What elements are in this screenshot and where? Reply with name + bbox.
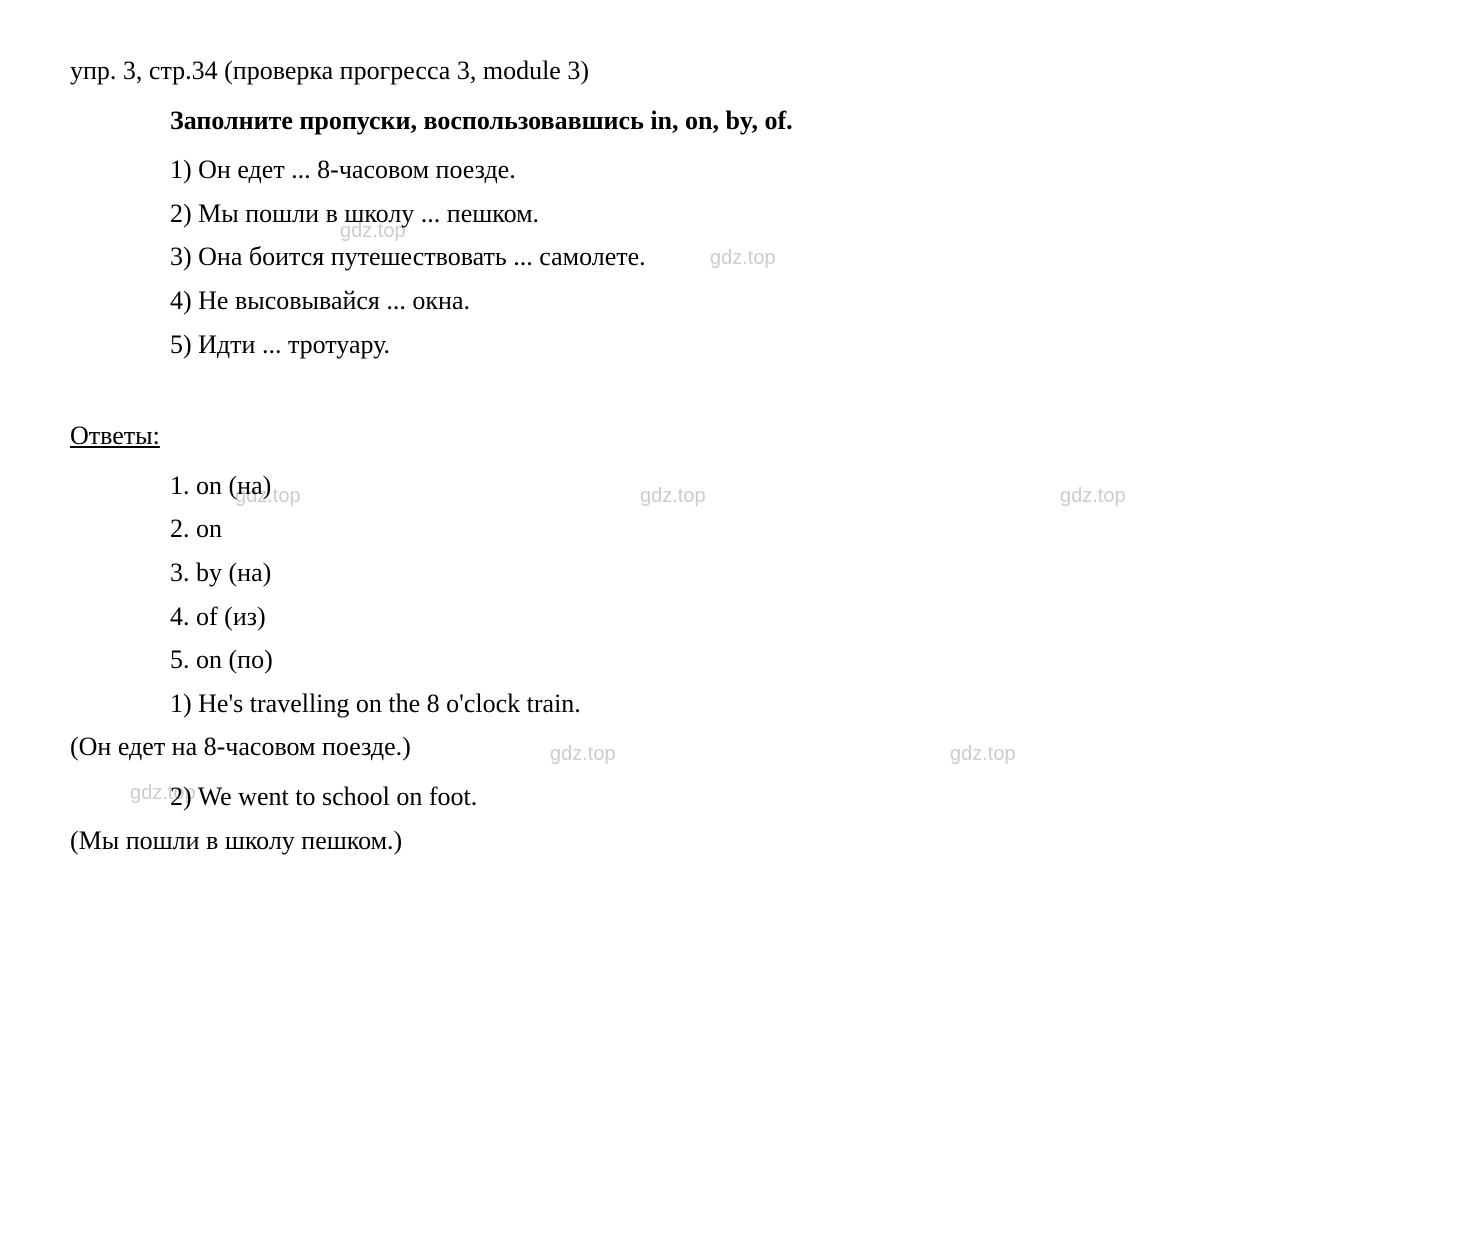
question-item: 1) Он едет ... 8-часовом поезде.: [170, 149, 1395, 191]
question-item: 4) Не высовывайся ... окна.: [170, 280, 1395, 322]
questions-list: 1) Он едет ... 8-часовом поезде. 2) Мы п…: [170, 149, 1395, 365]
answers-label: Ответы:: [70, 415, 1395, 457]
question-item: 2) Мы пошли в школу ... пешком.: [170, 193, 1395, 235]
full-answer-english: 1) He's travelling on the 8 o'clock trai…: [170, 683, 1395, 725]
full-answer-english: 2) We went to school on foot.: [170, 776, 1395, 818]
short-answer: 2. on: [170, 508, 1395, 550]
full-answer-translation: (Мы пошли в школу пешком.): [70, 820, 1395, 862]
full-answers-list: 1) He's travelling on the 8 o'clock trai…: [70, 683, 1395, 861]
question-item: 5) Идти ... тротуару.: [170, 324, 1395, 366]
question-item: 3) Она боится путешествовать ... самолет…: [170, 236, 1395, 278]
exercise-header: упр. 3, стр.34 (проверка прогресса 3, mo…: [70, 50, 1395, 92]
short-answers-list: 1. on (на) 2. on 3. by (на) 4. of (из) 5…: [70, 465, 1395, 681]
short-answer: 4. of (из): [170, 596, 1395, 638]
instruction-text: Заполните пропуски, воспользовавшись in,…: [170, 100, 1395, 142]
document-container: упр. 3, стр.34 (проверка прогресса 3, mo…: [70, 50, 1395, 861]
short-answer: 1. on (на): [170, 465, 1395, 507]
short-answer: 5. on (по): [170, 639, 1395, 681]
full-answer-translation: (Он едет на 8-часовом поезде.): [70, 726, 1395, 768]
short-answer: 3. by (на): [170, 552, 1395, 594]
